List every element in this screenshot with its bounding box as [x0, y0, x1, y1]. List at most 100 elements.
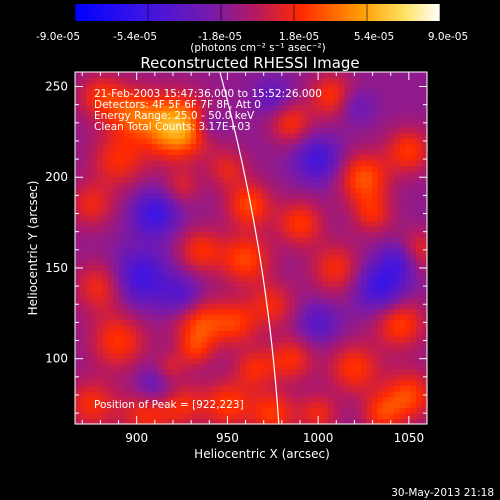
- heatmap-cell: [355, 149, 362, 156]
- heatmap-cell: [416, 391, 423, 398]
- heatmap-cell: [229, 215, 236, 222]
- heatmap-cell: [405, 94, 412, 101]
- heatmap-cell: [394, 127, 401, 134]
- heatmap-cell: [306, 303, 313, 310]
- heatmap-cell: [355, 413, 362, 420]
- heatmap-cell: [262, 215, 269, 222]
- heatmap-cell: [168, 176, 175, 183]
- heatmap-cell: [168, 220, 175, 227]
- heatmap-cell: [339, 319, 346, 326]
- heatmap-cell: [410, 297, 417, 304]
- heatmap-cell: [218, 264, 225, 271]
- heatmap-cell: [317, 385, 324, 392]
- heatmap-cell: [135, 391, 142, 398]
- heatmap-cell: [344, 319, 351, 326]
- heatmap-cell: [383, 297, 390, 304]
- heatmap-cell: [333, 226, 340, 233]
- heatmap-cell: [306, 193, 313, 200]
- heatmap-cell: [399, 253, 406, 260]
- heatmap-cell: [300, 132, 307, 139]
- heatmap-cell: [295, 72, 302, 79]
- heatmap-cell: [86, 347, 93, 354]
- heatmap-cell: [399, 314, 406, 321]
- heatmap-cell: [344, 176, 351, 183]
- heatmap-cell: [410, 231, 417, 238]
- heatmap-cell: [80, 237, 87, 244]
- heatmap-cell: [124, 374, 131, 381]
- heatmap-cell: [289, 319, 296, 326]
- heatmap-cell: [289, 275, 296, 282]
- heatmap-cell: [289, 292, 296, 299]
- heatmap-cell: [91, 116, 98, 123]
- heatmap-cell: [185, 292, 192, 299]
- heatmap-cell: [75, 242, 82, 249]
- heatmap-cell: [75, 286, 82, 293]
- heatmap-cell: [372, 110, 379, 117]
- heatmap-cell: [207, 336, 214, 343]
- heatmap-cell: [273, 110, 280, 117]
- heatmap-cell: [256, 341, 263, 348]
- heatmap-cell: [405, 171, 412, 178]
- heatmap-cell: [86, 176, 93, 183]
- heatmap-cell: [245, 319, 252, 326]
- heatmap-cell: [97, 330, 104, 337]
- heatmap-cell: [350, 110, 357, 117]
- heatmap-cell: [333, 154, 340, 161]
- heatmap-cell: [135, 77, 142, 84]
- heatmap-cell: [141, 72, 148, 79]
- heatmap-cell: [201, 402, 208, 409]
- heatmap-cell: [108, 110, 115, 117]
- heatmap-cell: [234, 110, 241, 117]
- heatmap-cell: [394, 237, 401, 244]
- heatmap-cell: [394, 358, 401, 365]
- heatmap-cell: [405, 385, 412, 392]
- heatmap-cell: [146, 352, 153, 359]
- heatmap-cell: [119, 363, 126, 370]
- heatmap-cell: [174, 138, 181, 145]
- heatmap-cell: [377, 281, 384, 288]
- heatmap-cell: [273, 248, 280, 255]
- heatmap-cell: [124, 242, 131, 249]
- heatmap-cell: [405, 418, 412, 425]
- heatmap-cell: [234, 314, 241, 321]
- heatmap-cell: [196, 160, 203, 167]
- heatmap-cell: [399, 215, 406, 222]
- heatmap-cell: [278, 77, 285, 84]
- heatmap-cell: [366, 154, 373, 161]
- heatmap-cell: [141, 105, 148, 112]
- heatmap-cell: [300, 363, 307, 370]
- heatmap-cell: [306, 143, 313, 150]
- heatmap-cell: [207, 198, 214, 205]
- heatmap-cell: [295, 270, 302, 277]
- heatmap-cell: [273, 237, 280, 244]
- heatmap-cell: [135, 99, 142, 106]
- heatmap-cell: [383, 204, 390, 211]
- heatmap-cell: [108, 275, 115, 282]
- heatmap-cell: [201, 110, 208, 117]
- heatmap-cell: [295, 314, 302, 321]
- heatmap-cell: [394, 308, 401, 315]
- heatmap-cell: [278, 259, 285, 266]
- heatmap-cell: [388, 149, 395, 156]
- heatmap-cell: [394, 341, 401, 348]
- heatmap-cell: [306, 77, 313, 84]
- heatmap-cell: [267, 336, 274, 343]
- heatmap-cell: [190, 402, 197, 409]
- heatmap-cell: [113, 325, 120, 332]
- heatmap-cell: [355, 220, 362, 227]
- heatmap-cell: [322, 407, 329, 414]
- heatmap-cell: [229, 303, 236, 310]
- heatmap-cell: [218, 121, 225, 128]
- heatmap-cell: [130, 413, 137, 420]
- heatmap-cell: [179, 396, 186, 403]
- heatmap-cell: [377, 407, 384, 414]
- heatmap-cell: [97, 116, 104, 123]
- heatmap-cell: [394, 165, 401, 172]
- heatmap-cell: [190, 160, 197, 167]
- heatmap-cell: [86, 127, 93, 134]
- heatmap-cell: [229, 149, 236, 156]
- heatmap-cell: [234, 182, 241, 189]
- heatmap-cell: [168, 237, 175, 244]
- heatmap-cell: [179, 165, 186, 172]
- heatmap-cell: [152, 226, 159, 233]
